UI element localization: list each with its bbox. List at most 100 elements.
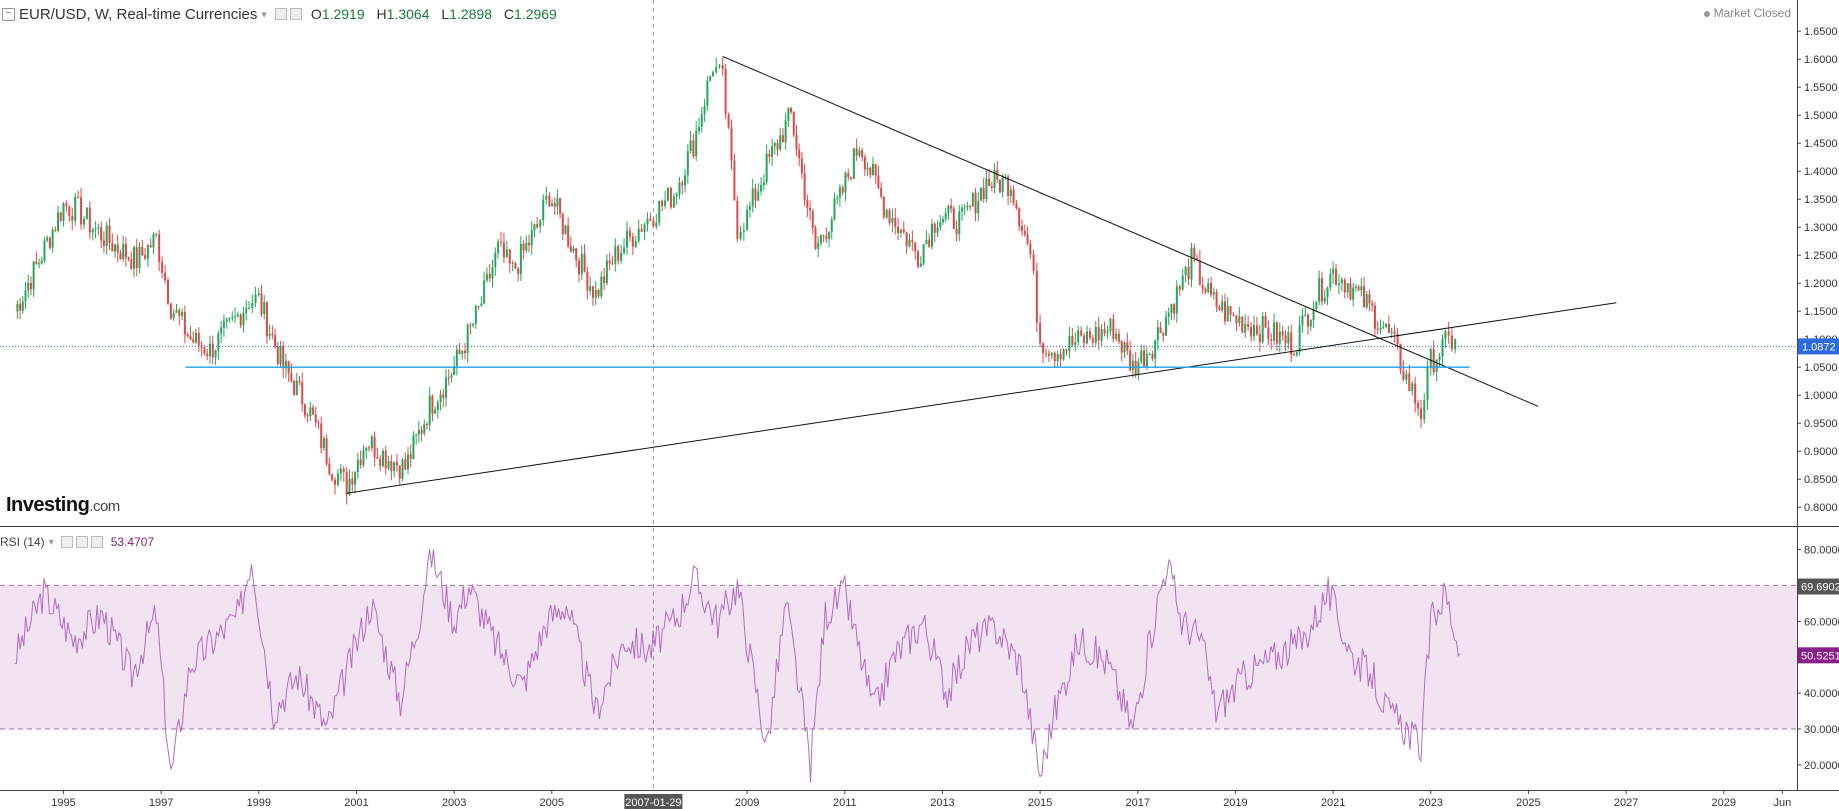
candle-body — [1371, 303, 1374, 306]
candle-body — [1414, 383, 1417, 404]
candle-body — [1210, 283, 1213, 295]
candle-body — [203, 347, 206, 354]
candle-body — [387, 461, 390, 469]
close-icon[interactable] — [90, 536, 103, 548]
candle-body — [855, 148, 858, 156]
candle-body — [122, 243, 125, 260]
candle-body — [186, 334, 189, 337]
settings-icon[interactable] — [75, 536, 88, 548]
candle-body — [370, 436, 373, 449]
candle-body — [748, 206, 751, 210]
candle-body — [925, 239, 928, 245]
candle-body — [483, 280, 486, 304]
candle-body — [1329, 274, 1332, 288]
candle-body — [1042, 343, 1045, 354]
candle-body — [242, 312, 245, 326]
candle-body — [62, 203, 65, 221]
candle-body — [803, 173, 806, 201]
candle-body — [133, 246, 136, 269]
rsi-label[interactable]: RSI (14) — [0, 535, 45, 549]
candle-body — [689, 140, 692, 152]
candle-body — [594, 289, 597, 298]
candle-body — [1156, 327, 1159, 341]
candle-body — [754, 188, 757, 201]
candle-body — [279, 345, 282, 364]
candle-body — [164, 273, 167, 281]
candle-body — [1454, 339, 1457, 350]
candle-body — [71, 216, 74, 221]
settings-icon[interactable] — [289, 8, 302, 20]
collapse-icon[interactable]: − — [2, 7, 15, 21]
candle-body — [1223, 301, 1226, 322]
candle-body — [331, 474, 334, 480]
candle-body — [1154, 340, 1157, 359]
candle-body — [664, 200, 667, 207]
candle-body — [1215, 292, 1218, 308]
candle-body — [1278, 331, 1281, 344]
candle-body — [922, 244, 925, 264]
candle-body — [404, 459, 407, 470]
candle-body — [1001, 177, 1004, 193]
candle-body — [1346, 283, 1349, 293]
time-tick-label: 2001 — [344, 797, 368, 809]
rsi-current-tag-text: 50.5251 — [1801, 650, 1839, 662]
candle-body — [220, 327, 223, 334]
candle-body — [303, 404, 306, 416]
chevron-down-icon[interactable]: ▾ — [48, 536, 54, 548]
candle-body — [245, 307, 248, 313]
eye-icon[interactable] — [60, 536, 73, 548]
candle-body — [508, 249, 511, 264]
candle-body — [1026, 234, 1029, 244]
candle-body — [1426, 366, 1429, 401]
candle-body — [819, 235, 822, 244]
candle-body — [1018, 208, 1021, 227]
candle-body — [936, 227, 939, 233]
candle-body — [1287, 332, 1290, 344]
candle-body — [381, 450, 384, 466]
candle-body — [1267, 327, 1270, 340]
candle-body — [1204, 288, 1207, 292]
candle-body — [222, 321, 225, 328]
candle-body — [1332, 268, 1335, 275]
candle-body — [746, 209, 749, 230]
candle-body — [293, 381, 296, 396]
candle-body — [757, 191, 760, 201]
candle-body — [1435, 360, 1438, 373]
candle-body — [1221, 301, 1224, 311]
eye-icon[interactable] — [274, 8, 287, 20]
time-tick-label: 2029 — [1712, 797, 1736, 809]
candle-body — [1298, 325, 1301, 353]
candle-body — [488, 273, 491, 279]
candle-body — [362, 450, 365, 466]
candle-body — [1290, 332, 1293, 355]
close-value: 1.2969 — [514, 6, 557, 22]
candle-body — [1129, 350, 1132, 370]
chevron-down-icon[interactable]: ▾ — [261, 8, 267, 21]
candle-body — [583, 253, 586, 272]
candle-body — [589, 286, 592, 291]
candle-body — [519, 243, 522, 274]
candle-body — [1281, 331, 1284, 336]
candle-body — [614, 245, 617, 264]
candle-body — [447, 377, 450, 379]
candle-body — [1140, 350, 1143, 363]
candle-body — [742, 229, 745, 232]
candle-body — [138, 246, 141, 269]
candle-body — [551, 203, 554, 207]
price-tick-label: 0.8500 — [1804, 474, 1838, 486]
candle-body — [260, 293, 263, 314]
candle-body — [941, 219, 944, 223]
candle-body — [124, 243, 127, 258]
candle-body — [1376, 328, 1379, 330]
candle-body — [239, 314, 242, 326]
candle-body — [675, 194, 678, 197]
symbol-title[interactable]: EUR/USD, W, Real-time Currencies — [19, 5, 258, 23]
ohlc-values: O1.2919 H1.3064 L1.2898 C1.2969 — [311, 6, 565, 22]
candle-body — [417, 429, 420, 435]
candle-body — [354, 471, 357, 485]
rsi-line — [14, 549, 1461, 783]
candle-body — [395, 462, 398, 466]
open-label: O — [310, 6, 322, 22]
candle-body — [928, 239, 931, 247]
